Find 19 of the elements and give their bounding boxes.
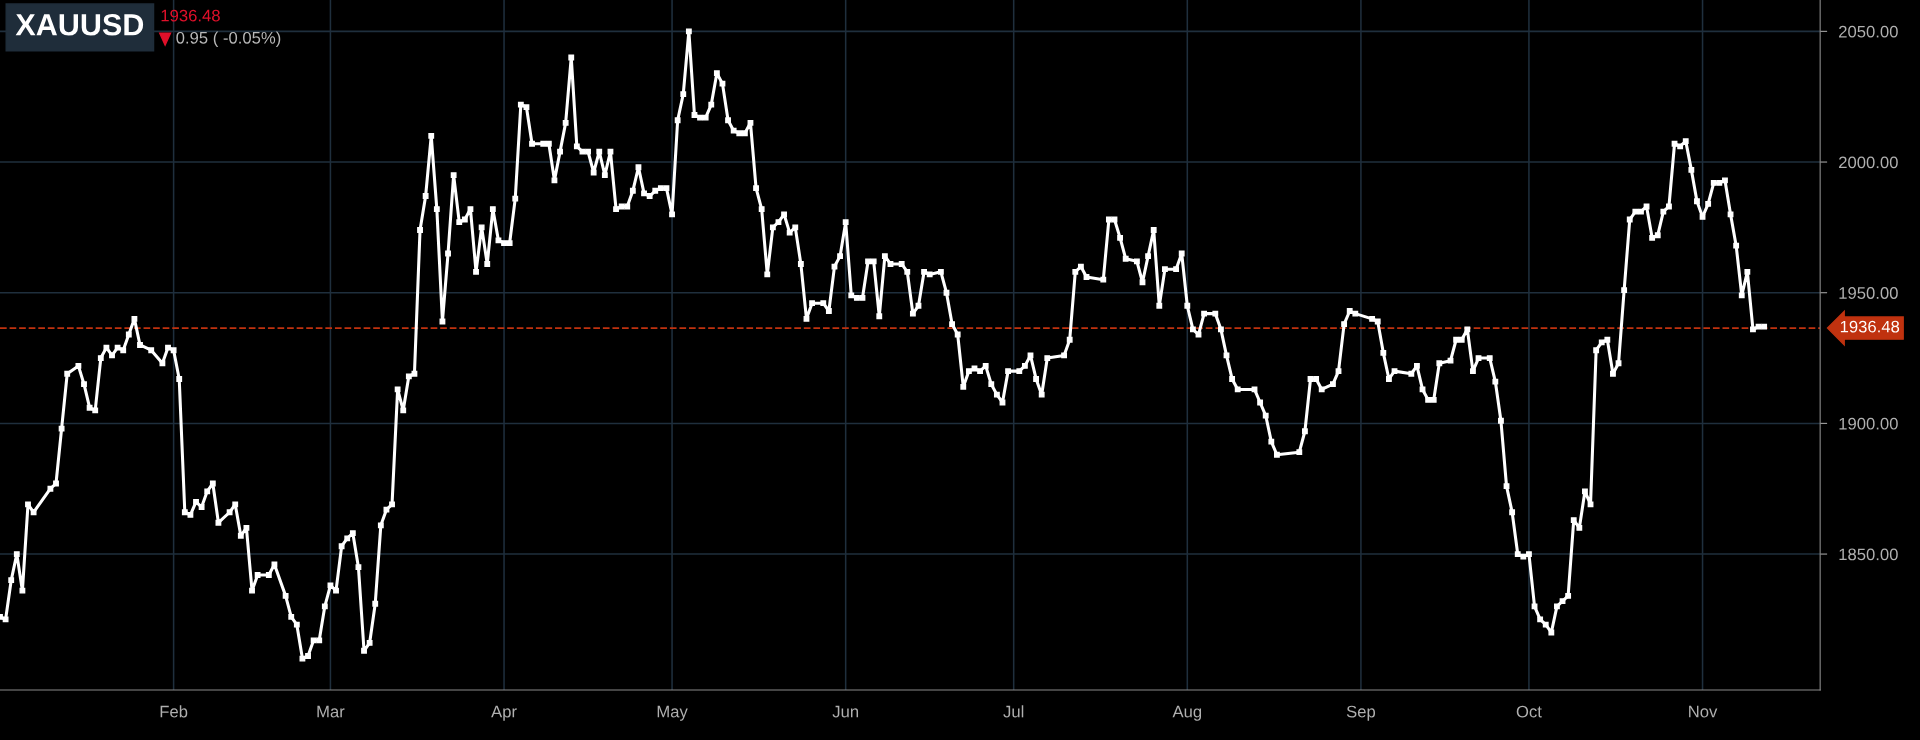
x-tick-label: Nov [1689, 705, 1718, 718]
y-tick-label: 1900.00 [1839, 417, 1898, 430]
x-tick-label: Oct [1516, 705, 1542, 718]
x-tick-label: Sep [1346, 705, 1376, 721]
x-tick-label: Mar [317, 705, 345, 718]
x-tick-label: Apr [491, 705, 517, 721]
x-tick-label: Jul [1003, 705, 1024, 718]
y-tick-label: 1950.00 [1839, 287, 1898, 299]
x-tick-label: Aug [1172, 705, 1202, 721]
x-tick-label: May [657, 705, 688, 721]
annotation: 0.95 ( -0.05%) [176, 31, 281, 47]
x-tick-label: Feb [160, 705, 188, 718]
ref-line-label: 1936.48 [1840, 320, 1900, 333]
chart-title: XAUUSD [15, 13, 144, 36]
y-tick-label: 1850.00 [1839, 548, 1898, 561]
y-tick-label: 2050.00 [1839, 25, 1898, 38]
y-tick-label: 2000.00 [1839, 156, 1898, 169]
x-tick-label: Jun [832, 705, 859, 718]
annotation: 1936.48 [161, 9, 220, 22]
